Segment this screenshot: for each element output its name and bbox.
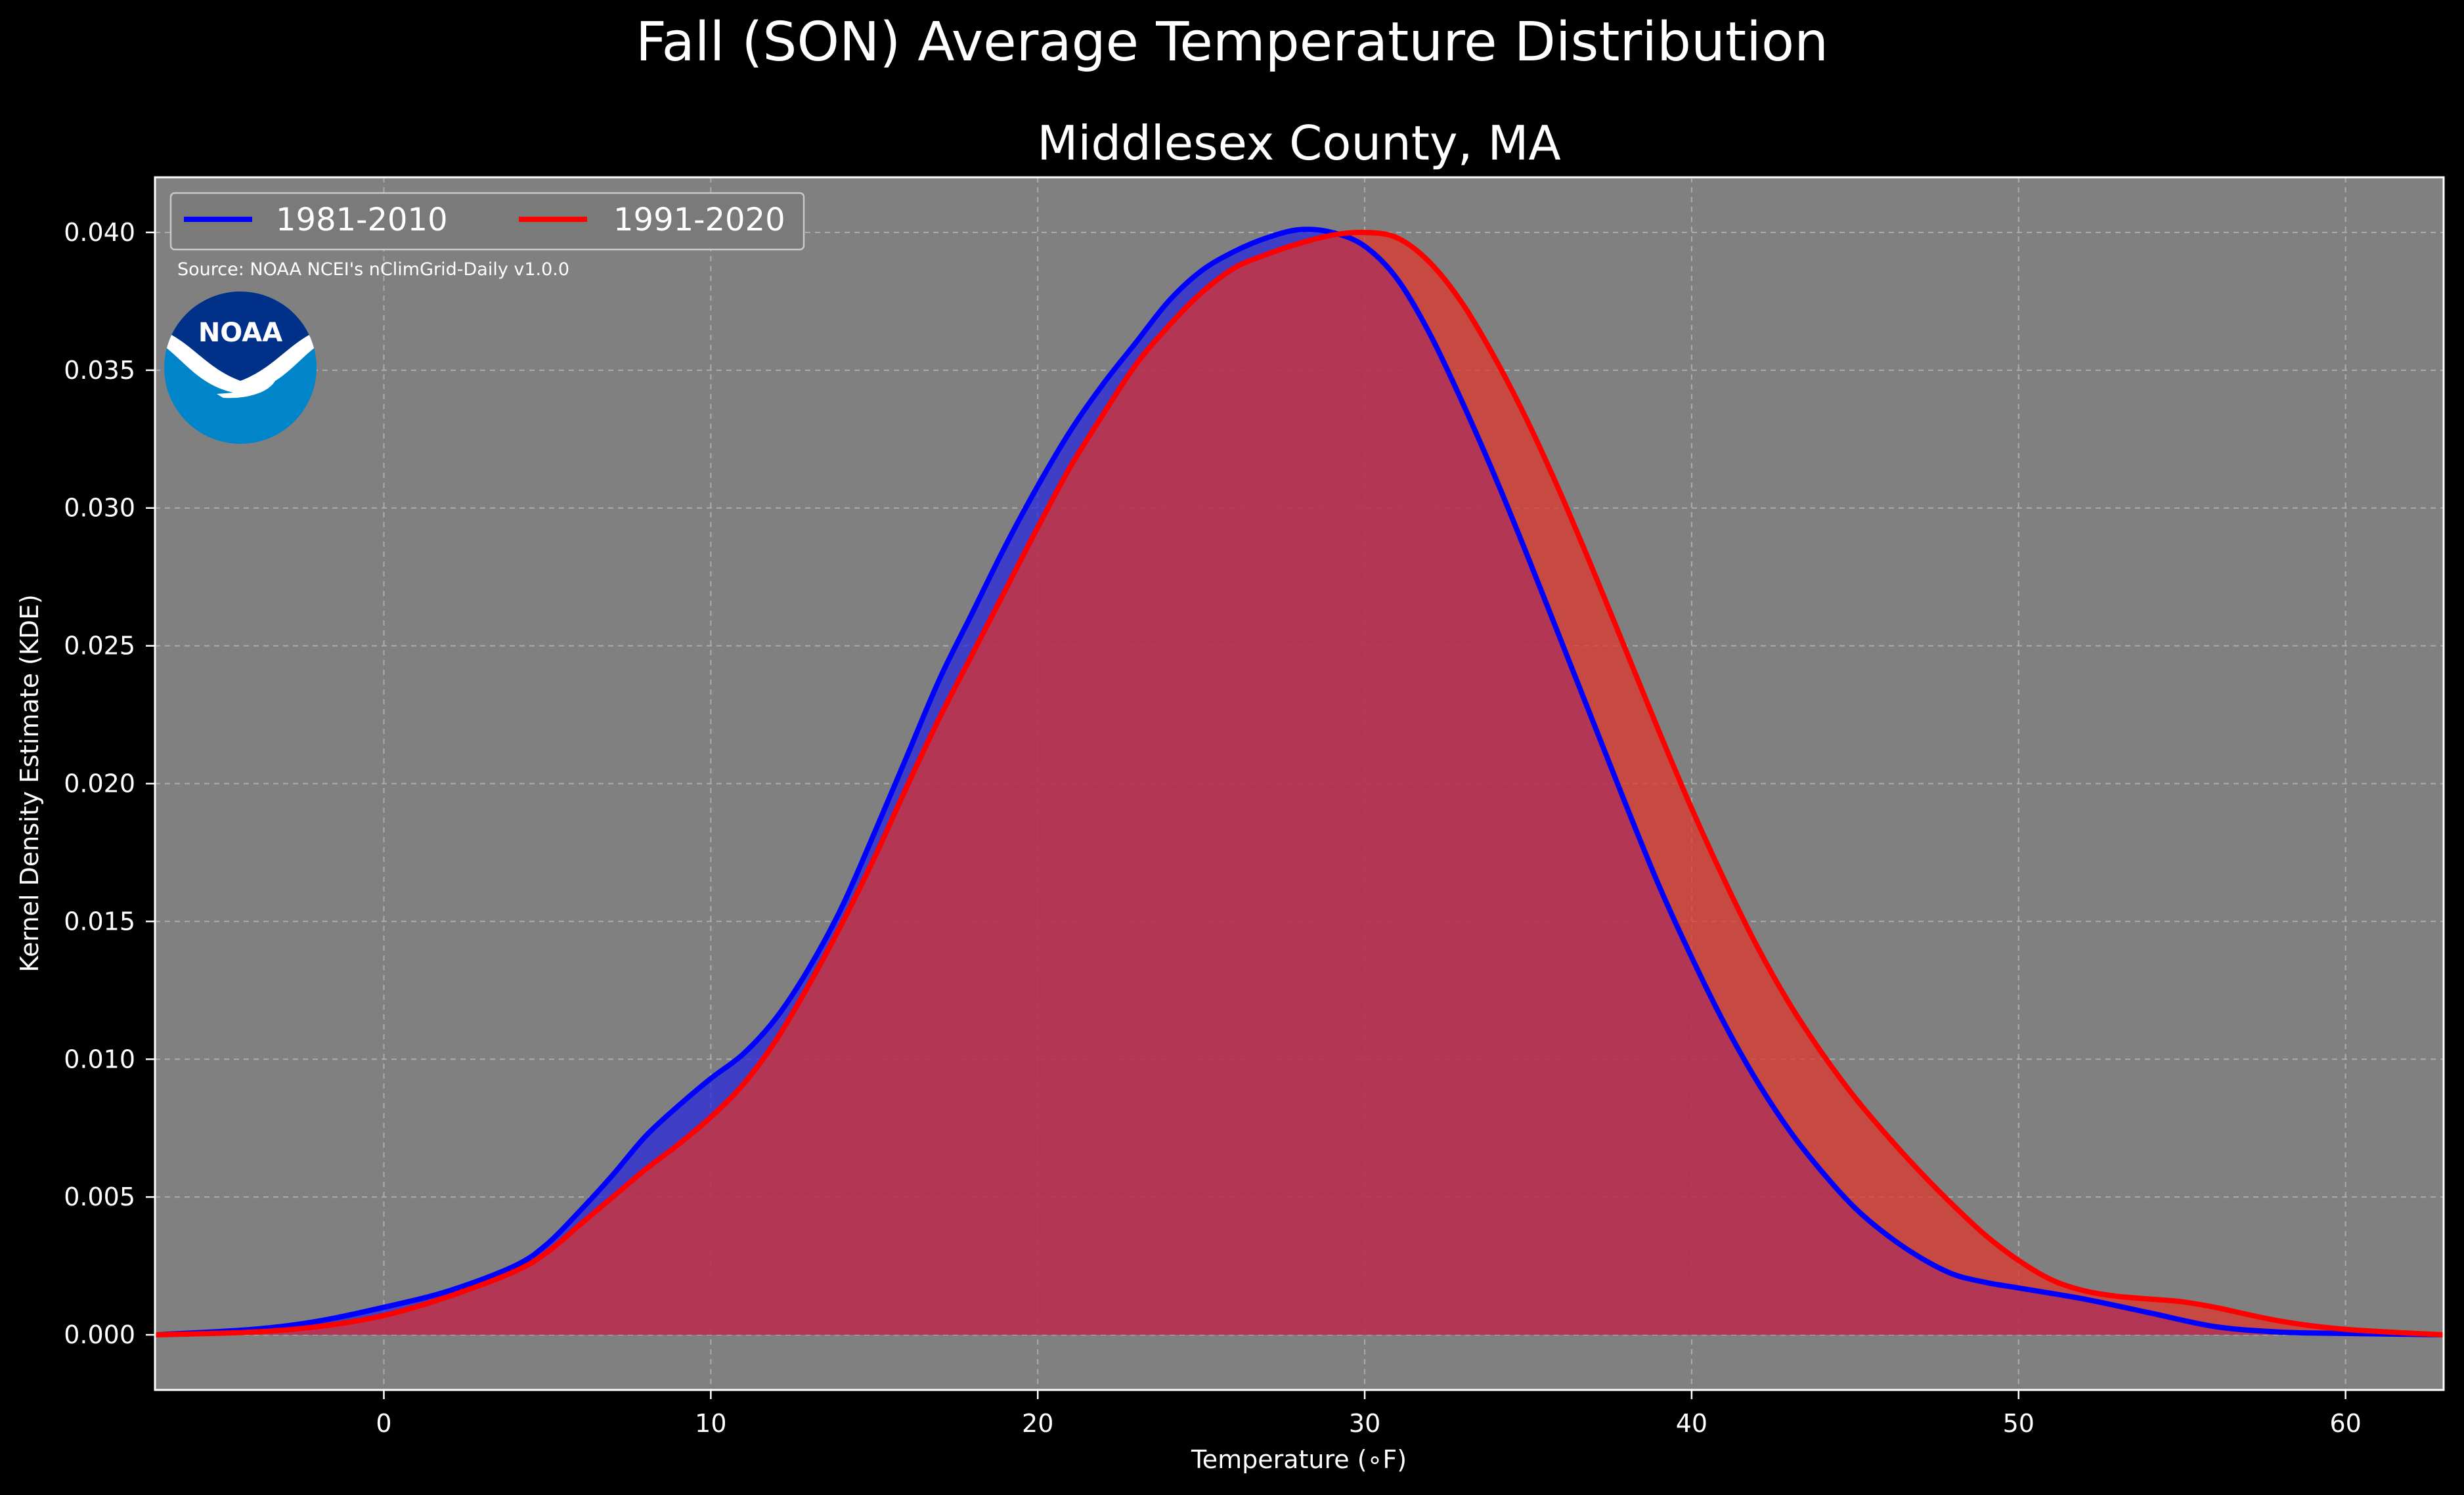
y-tick-label-4: 0.020 (64, 769, 135, 798)
noaa-logo-text: NOAA (198, 318, 282, 348)
x-tick-label-30: 30 (1349, 1409, 1380, 1438)
chart-subtitle: Middlesex County, MA (1037, 116, 1560, 171)
area-1991-2020 (155, 232, 2444, 1335)
y-axis-label: Kernel Density Estimate (KDE) (15, 594, 44, 972)
y-tick-label-7: 0.035 (64, 356, 135, 385)
y-tick-label-5: 0.025 (64, 632, 135, 661)
x-tick-label-10: 10 (695, 1409, 726, 1438)
y-tick-label-8: 0.040 (64, 218, 135, 247)
legend-entry-1991-2020: 1991-2020 (613, 202, 785, 238)
y-axis-ticks: 0.000 0.005 0.010 0.015 0.020 0.025 0.030 0.035… (64, 218, 155, 1349)
source-annotation: Source: NOAA NCEI's nClimGrid-Daily v1.0… (177, 259, 569, 280)
x-tick-label-0: 0 (376, 1409, 391, 1438)
legend: 1981-2010 1991-2020 (169, 192, 805, 251)
chart-title: Fall (SON) Average Temperature Distribut… (636, 11, 1828, 74)
y-tick-label-0: 0.000 (64, 1320, 135, 1349)
line-1991-2020 (154, 229, 2444, 1338)
x-axis-label: Temperature (∘F) (1191, 1445, 1407, 1474)
line-1981-2010 (154, 227, 2444, 1338)
y-tick-label-6: 0.030 (64, 494, 135, 523)
y-tick-label-2: 0.010 (64, 1045, 135, 1073)
legend-box (169, 192, 805, 251)
x-tick-label-60: 60 (2329, 1409, 2361, 1438)
x-tick-label-20: 20 (1022, 1409, 1053, 1438)
x-axis-ticks: 0 10 20 30 40 50 60 (376, 1390, 2362, 1438)
legend-entry-1981-2010: 1981-2010 (276, 202, 448, 238)
x-tick-label-50: 50 (2003, 1409, 2035, 1438)
x-tick-label-40: 40 (1676, 1409, 1707, 1438)
y-tick-label-3: 0.015 (64, 907, 135, 936)
series-layer (154, 227, 2444, 1338)
y-tick-label-1: 0.005 (64, 1182, 135, 1211)
